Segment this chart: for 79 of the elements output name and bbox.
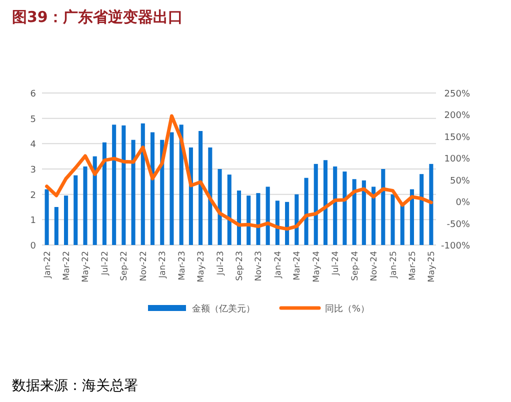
bar bbox=[74, 175, 78, 245]
x-tick-label: Nov-24 bbox=[370, 251, 380, 282]
bar bbox=[400, 203, 404, 245]
bar bbox=[266, 186, 270, 245]
bar bbox=[256, 193, 260, 245]
y-tick-label: 0 bbox=[30, 242, 36, 252]
bar bbox=[323, 160, 328, 245]
y2-tick-label: 0% bbox=[456, 198, 470, 208]
bar bbox=[150, 132, 155, 245]
bar bbox=[208, 147, 212, 245]
x-tick-label: Jan-23 bbox=[158, 251, 168, 279]
y-tick-label: 4 bbox=[30, 140, 36, 150]
bar bbox=[236, 190, 242, 245]
x-tick-label: May-23 bbox=[196, 251, 207, 282]
x-tick-label: Nov-22 bbox=[138, 251, 149, 282]
x-tick-label: Jul-22 bbox=[100, 251, 110, 276]
y2-tick-label: 250% bbox=[444, 90, 470, 100]
y-tick-label: 6 bbox=[30, 90, 36, 100]
y-tick-label: 3 bbox=[30, 166, 36, 176]
bar bbox=[131, 140, 136, 245]
y-tick-label: 1 bbox=[30, 216, 36, 226]
x-tick-label: Nov-23 bbox=[254, 251, 264, 282]
x-tick-label: Mar-23 bbox=[177, 251, 188, 280]
chart-title: 图39：广东省逆变器出口 bbox=[12, 8, 183, 26]
x-tick-label: Sep-23 bbox=[235, 251, 245, 281]
x-tick-label: Jan-22 bbox=[42, 251, 53, 279]
bar bbox=[227, 174, 232, 245]
x-tick-label: May-24 bbox=[312, 251, 322, 282]
bar bbox=[198, 131, 203, 245]
bar bbox=[294, 194, 299, 245]
bar bbox=[83, 166, 88, 245]
bar bbox=[429, 164, 434, 245]
bar bbox=[342, 172, 347, 245]
x-tick-label: May-22 bbox=[81, 251, 92, 282]
bar bbox=[420, 174, 424, 245]
x-tick-label: Mar-22 bbox=[62, 251, 72, 280]
x-tick-label: Jul-23 bbox=[216, 251, 226, 276]
bar bbox=[64, 196, 68, 245]
y2-tick-label: 150% bbox=[444, 132, 470, 143]
bar bbox=[140, 123, 145, 245]
x-tick-label: Jul-24 bbox=[331, 251, 342, 276]
y-tick-label: 5 bbox=[30, 114, 36, 125]
y-tick-label: 2 bbox=[30, 190, 36, 201]
y2-tick-label: 200% bbox=[444, 111, 470, 122]
bar bbox=[102, 142, 106, 245]
bar bbox=[314, 164, 318, 245]
bar bbox=[170, 132, 174, 245]
y2-tick-label: 50% bbox=[450, 176, 470, 186]
bar bbox=[381, 169, 386, 245]
bar bbox=[275, 200, 280, 245]
bar bbox=[390, 194, 395, 245]
bar bbox=[362, 180, 366, 245]
x-tick-label: Mar-25 bbox=[408, 251, 418, 280]
source-note: 数据来源：海关总署 bbox=[12, 378, 138, 394]
x-tick-label: Sep-22 bbox=[120, 251, 130, 281]
bar bbox=[372, 186, 376, 245]
bar bbox=[333, 166, 338, 245]
line-series bbox=[45, 114, 433, 231]
x-tick-label: Jan-24 bbox=[273, 251, 284, 279]
bar bbox=[54, 207, 58, 245]
bar bbox=[304, 178, 308, 245]
y2-tick-label: -100% bbox=[441, 242, 470, 252]
bar bbox=[285, 202, 290, 245]
y2-tick-label: 100% bbox=[444, 154, 470, 165]
bar bbox=[410, 189, 414, 245]
bar bbox=[112, 124, 116, 245]
bar bbox=[246, 196, 251, 245]
legend-label: 同比（%） bbox=[325, 304, 370, 314]
bar bbox=[122, 125, 126, 245]
x-tick-label: May-25 bbox=[427, 251, 438, 282]
legend-label: 金额（亿美元） bbox=[192, 304, 255, 314]
x-tick-label: Mar-24 bbox=[292, 251, 303, 280]
bar bbox=[92, 156, 97, 245]
y2-tick-label: -50% bbox=[446, 220, 470, 230]
x-tick-label: Sep-24 bbox=[350, 251, 360, 281]
bar bbox=[218, 169, 222, 245]
x-tick-label: Jan-25 bbox=[388, 251, 399, 279]
bar bbox=[352, 179, 356, 245]
bar bbox=[44, 189, 49, 245]
